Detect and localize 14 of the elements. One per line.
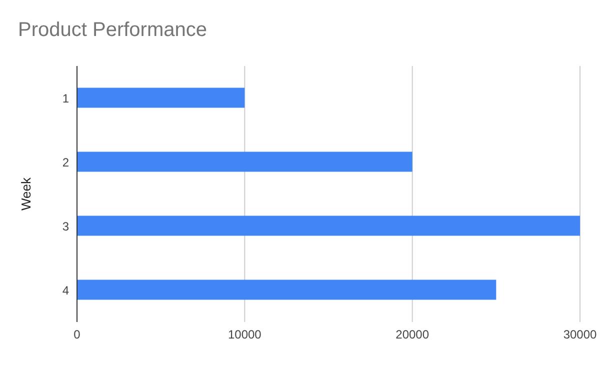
y-tick-label: 2: [62, 155, 70, 170]
chart-title: Product Performance: [18, 19, 207, 42]
bar: [77, 280, 496, 300]
y-tick-label: 3: [62, 219, 70, 234]
x-tick-label: 10000: [228, 328, 262, 342]
x-tick-label: 30000: [563, 328, 598, 342]
x-tick-label: 20000: [396, 328, 430, 342]
y-tick-label: 4: [62, 283, 70, 298]
bar: [77, 152, 412, 172]
y-axis-title: Week: [18, 177, 34, 210]
x-tick-label: 0: [74, 328, 81, 342]
bar: [77, 216, 580, 236]
y-tick-label: 1: [62, 91, 70, 106]
bar: [77, 88, 245, 108]
